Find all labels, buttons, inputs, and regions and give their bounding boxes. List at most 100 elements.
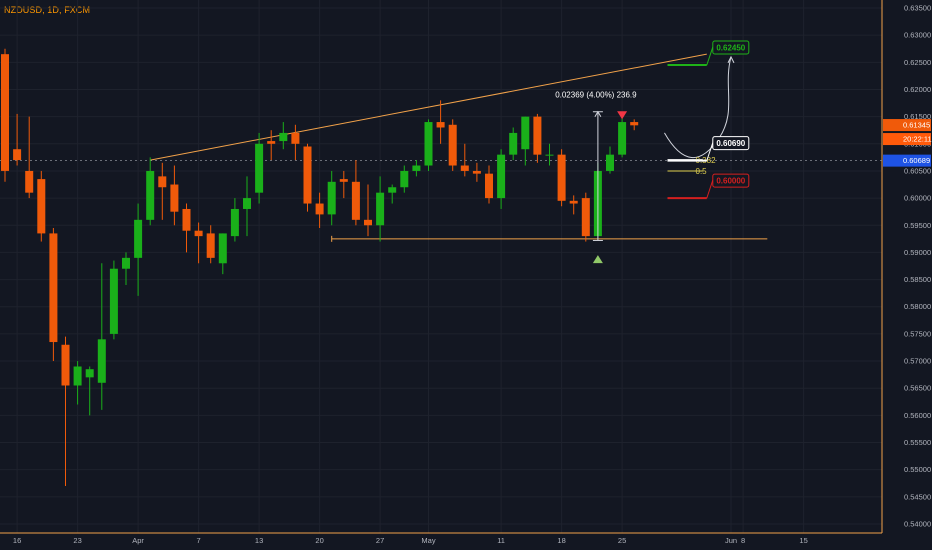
candle-body[interactable] — [485, 173, 493, 199]
candle-body[interactable] — [533, 116, 542, 155]
candle-body[interactable] — [424, 122, 433, 166]
candle-body[interactable] — [618, 122, 627, 155]
candle-body[interactable] — [13, 149, 22, 161]
countdown-tag[interactable] — [883, 133, 931, 146]
candle-body[interactable] — [218, 233, 227, 264]
candle-body[interactable] — [25, 170, 34, 193]
candle-body[interactable] — [182, 208, 191, 231]
price-tick-label: 0.63000 — [904, 31, 931, 40]
candle-body[interactable] — [255, 143, 264, 193]
measure-label: 0.02369 (4.00%) 236.9 — [555, 91, 637, 100]
candle-body[interactable] — [412, 165, 421, 171]
candle-body[interactable] — [230, 208, 239, 237]
candle-body[interactable] — [146, 170, 155, 220]
price-tick-label: 0.60500 — [904, 166, 931, 175]
candle-body[interactable] — [400, 170, 409, 188]
candle-body[interactable] — [388, 187, 397, 193]
time-tick-label: 8 — [741, 536, 745, 545]
candle-body[interactable] — [472, 170, 481, 174]
price-tick-label: 0.62000 — [904, 85, 931, 94]
candle-body[interactable] — [194, 230, 203, 237]
candle-body[interactable] — [364, 219, 372, 226]
target-red-label: 0.60000 — [716, 177, 745, 186]
candle-body[interactable] — [170, 184, 179, 212]
price-tick-label: 0.58500 — [904, 275, 931, 284]
time-tick-label: 23 — [73, 536, 81, 545]
measure-arrow-icon — [594, 110, 602, 118]
last-price-tag[interactable] — [883, 154, 931, 167]
price-tick-label: 0.63500 — [904, 4, 931, 13]
sell-arrow-icon[interactable] — [617, 111, 628, 120]
current-price-tag[interactable] — [883, 119, 931, 132]
candle-body[interactable] — [460, 165, 469, 171]
candle-body[interactable] — [351, 181, 360, 220]
candle-body[interactable] — [376, 192, 385, 226]
candle-body[interactable] — [315, 203, 324, 215]
time-tick-label: 27 — [376, 536, 384, 545]
candle-body[interactable] — [243, 198, 251, 209]
candle-body[interactable] — [630, 122, 639, 126]
candle-body[interactable] — [509, 132, 518, 155]
candle-body[interactable] — [122, 257, 130, 269]
price-tick-label: 0.58000 — [904, 302, 931, 311]
level-white-label: 0.60690 — [716, 139, 745, 148]
projection-arrow-icon — [727, 55, 735, 64]
candle-body[interactable] — [73, 366, 82, 386]
candle-body[interactable] — [521, 116, 530, 150]
time-tick-label: 15 — [799, 536, 807, 545]
time-tick-label: 13 — [255, 536, 263, 545]
candle-body[interactable] — [85, 369, 94, 378]
time-tick-label: 18 — [557, 536, 565, 545]
candle-body[interactable] — [557, 154, 566, 201]
target-red-box[interactable] — [712, 173, 750, 188]
symbol-title[interactable]: NZDUSD, 1D, FXCM — [4, 5, 91, 15]
last-price-label: 0.60689 — [903, 156, 930, 165]
time-tick-label: Apr — [132, 536, 144, 545]
price-tick-label: 0.59500 — [904, 221, 931, 230]
candle-body[interactable] — [61, 344, 70, 386]
candle-body[interactable] — [448, 124, 457, 166]
overlay-layer: 0.02369 (4.00%) 236.90.3820.50.624500.60… — [555, 40, 750, 264]
candle-body[interactable] — [49, 233, 58, 343]
candle-body[interactable] — [267, 141, 276, 144]
candle-body[interactable] — [279, 132, 288, 142]
candle-body[interactable] — [206, 233, 215, 258]
candle-body[interactable] — [606, 154, 614, 171]
buy-arrow-icon[interactable] — [592, 255, 603, 264]
level-white-box[interactable] — [712, 136, 750, 151]
candle-body[interactable] — [497, 154, 506, 199]
price-tick-label: 0.56000 — [904, 411, 931, 420]
target-green-box[interactable] — [712, 40, 750, 55]
candle-body[interactable] — [545, 154, 554, 156]
candle-body[interactable] — [303, 146, 312, 204]
candle-body[interactable] — [37, 179, 46, 234]
candle-body[interactable] — [436, 122, 445, 128]
time-tick-label: 25 — [618, 536, 626, 545]
candles-layer[interactable] — [1, 48, 639, 486]
level-white-leader — [706, 142, 714, 161]
candle-body[interactable] — [134, 219, 143, 258]
price-axis[interactable]: 0.635000.630000.625000.620000.615000.610… — [883, 4, 932, 529]
price-tick-label: 0.59000 — [904, 248, 931, 257]
time-tick-label: 16 — [13, 536, 21, 545]
candle-body[interactable] — [569, 200, 578, 204]
candle-body[interactable] — [158, 176, 167, 188]
price-tick-label: 0.54500 — [904, 492, 931, 501]
fib-level-label: 0.5 — [696, 167, 708, 176]
candle-body[interactable] — [581, 198, 590, 237]
candle-body[interactable] — [97, 339, 106, 383]
candle-body[interactable] — [327, 181, 336, 215]
candle-body[interactable] — [109, 268, 118, 334]
target-green-leader — [706, 46, 714, 66]
upper-trendline[interactable] — [150, 53, 707, 161]
candle-body[interactable] — [1, 54, 9, 171]
price-tick-label: 0.62500 — [904, 58, 931, 67]
candle-body[interactable] — [339, 179, 348, 182]
candle-body[interactable] — [291, 132, 300, 144]
current-price-label: 0.61345 — [903, 121, 930, 130]
time-tick-label: Jun — [725, 536, 737, 545]
time-axis[interactable]: 16 23 Apr 7 13 20 27 May 11 18 25 8 15 Jun — [13, 536, 808, 545]
time-tick-label: May — [421, 536, 435, 545]
time-tick-label: 7 — [197, 536, 201, 545]
